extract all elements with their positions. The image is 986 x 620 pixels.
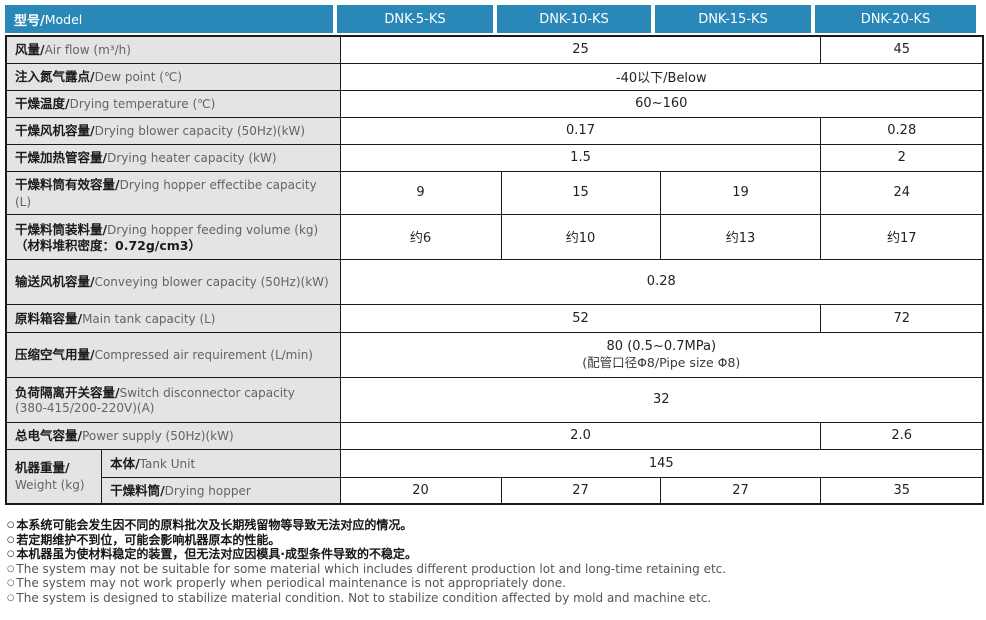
spec-value: 约6: [339, 213, 502, 260]
row-compressed-air-requirement: 压缩空气用量/Compressed air requirement (L/min…: [5, 331, 984, 378]
row-drying-heater-capacity: 干燥加热管容量/Drying heater capacity (kW) 1.5 …: [5, 143, 984, 172]
row-label: 压缩空气用量/Compressed air requirement (L/min…: [5, 331, 341, 378]
model-label-zh: 型号/: [14, 13, 45, 29]
spec-value: 2: [820, 143, 984, 172]
row-conveying-blower-capacity: 输送风机容量/Conveying blower capacity (50Hz)(…: [5, 258, 984, 305]
row-hopper-effective-capacity: 干燥料筒有效容量/Drying hopper effectibe capacit…: [5, 170, 984, 215]
circle-bullet-icon: ○: [7, 578, 15, 588]
spec-value: 32: [339, 376, 984, 423]
circle-bullet-icon: ○: [7, 549, 15, 559]
spec-value: -40以下/Below: [339, 62, 984, 91]
row-label: 注入氮气露点/Dew point (℃): [5, 62, 341, 91]
spec-value: 15: [500, 170, 661, 215]
footnotes: ○ 本系统可能会发生因不同的原料批次及长期残留物等导致无法对应的情况。 ○ 若定期维…: [5, 518, 986, 605]
weight-group-label: 机器重量/ Weight (kg): [5, 448, 103, 505]
row-label: 原料箱容量/Main tank capacity (L): [5, 303, 341, 333]
spec-value: 2.6: [820, 421, 984, 450]
row-hopper-feeding-volume: 干燥料筒装料量/Drying hopper feeding volume (kg…: [5, 213, 984, 260]
row-drying-temperature: 干燥温度/Drying temperature (℃) 60~160: [5, 89, 984, 118]
circle-bullet-icon: ○: [7, 563, 15, 574]
row-weight-tank-unit: 机器重量/ Weight (kg) 本体/Tank Unit 145: [5, 448, 984, 505]
spec-value: 20: [339, 476, 502, 505]
footnote-line: ○ 若定期维护不到位，可能会影响机器原本的性能。: [7, 532, 281, 547]
column-header-dnk-10-ks: DNK-10-KS: [497, 5, 655, 33]
spec-table: 风量/Air flow (m³/h) 25 45 注入氮气露点/Dew poin…: [5, 35, 984, 505]
model-label-en: Model: [44, 11, 83, 27]
row-label: 干燥料筒有效容量/Drying hopper effectibe capacit…: [5, 170, 341, 215]
spec-value: 60~160: [339, 89, 984, 118]
column-header-dnk-5-ks: DNK-5-KS: [337, 5, 497, 33]
row-label: 干燥料筒装料量/Drying hopper feeding volume (kg…: [5, 213, 341, 260]
row-label: 输送风机容量/Conveying blower capacity (50Hz)(…: [5, 258, 341, 305]
spec-value: 24: [820, 170, 984, 215]
row-dew-point: 注入氮气露点/Dew point (℃) -40以下/Below: [5, 62, 984, 91]
spec-value: 35: [820, 476, 984, 505]
circle-bullet-icon: ○: [7, 534, 15, 545]
circle-bullet-icon: ○: [7, 520, 15, 530]
row-label: 风量/Air flow (m³/h): [5, 35, 341, 64]
footnote-line: ○ The system is designed to stabilize mat…: [7, 590, 712, 605]
row-label: 负荷隔离开关容量/Switch disconnector capacity (3…: [5, 376, 341, 423]
circle-bullet-icon: ○: [7, 592, 15, 603]
spec-value: 25: [339, 35, 822, 64]
spec-value: 约10: [500, 213, 661, 260]
spec-value: 72: [820, 303, 984, 333]
spec-value: 52: [339, 303, 822, 333]
spec-value: 约13: [659, 213, 822, 260]
spec-value: 2.0: [339, 421, 822, 450]
spec-value: 0.28: [339, 258, 984, 305]
spec-value: 19: [659, 170, 822, 215]
row-label: 总电气容量/Power supply (50Hz)(kW): [5, 421, 341, 450]
row-label: 干燥加热管容量/Drying heater capacity (kW): [5, 143, 341, 172]
column-header-dnk-15-ks: DNK-15-KS: [655, 5, 815, 33]
footnote-line: ○ 本机器虽为使材料稳定的装置，但无法对应因模具·成型条件导致的不稳定。: [7, 547, 417, 561]
spec-value: 145: [339, 448, 984, 478]
row-label-note: (380-415/200-220V)(A): [15, 400, 155, 415]
table-header-row: 型号/Model DNK-5-KS DNK-10-KS DNK-15-KS DN…: [5, 5, 984, 33]
spec-value: 0.17: [339, 116, 822, 145]
row-air-flow: 风量/Air flow (m³/h) 25 45: [5, 35, 984, 64]
row-sublabel: 本体/Tank Unit: [101, 448, 341, 478]
model-header-cell: 型号/Model: [5, 5, 337, 33]
row-main-tank-capacity: 原料箱容量/Main tank capacity (L) 52 72: [5, 303, 984, 333]
footnote-line: ○ 本系统可能会发生因不同的原料批次及长期残留物等导致无法对应的情况。: [7, 518, 413, 532]
spec-value: 1.5: [339, 143, 822, 172]
row-sublabel: 干燥料筒/Drying hopper: [101, 476, 341, 505]
footnote-line: ○ The system may not be suitable for some…: [7, 561, 727, 576]
row-switch-disconnector-capacity: 负荷隔离开关容量/Switch disconnector capacity (3…: [5, 376, 984, 423]
spec-value-line1: 80 (0.5~0.7MPa): [606, 339, 717, 354]
spec-value: 0.28: [820, 116, 984, 145]
row-label: 干燥风机容量/Drying blower capacity (50Hz)(kW): [5, 116, 341, 145]
spec-sheet: 型号/Model DNK-5-KS DNK-10-KS DNK-15-KS DN…: [5, 5, 986, 605]
row-weight-drying-hopper: 干燥料筒/Drying hopper 20 27 27 35: [6, 476, 984, 505]
spec-value: 约17: [820, 213, 984, 260]
spec-value: 45: [820, 35, 984, 64]
row-label: 干燥温度/Drying temperature (℃): [5, 89, 341, 118]
row-label-note: （材料堆积密度：0.72g/cm3）: [15, 237, 201, 253]
row-drying-blower-capacity: 干燥风机容量/Drying blower capacity (50Hz)(kW)…: [5, 116, 984, 145]
spec-value-line2: (配管口径Φ8/Pipe size Φ8): [582, 355, 741, 370]
row-power-supply: 总电气容量/Power supply (50Hz)(kW) 2.0 2.6: [5, 421, 984, 450]
spec-value: 80 (0.5~0.7MPa) (配管口径Φ8/Pipe size Φ8): [339, 331, 984, 378]
spec-value: 27: [659, 476, 822, 505]
spec-value: 9: [339, 170, 502, 215]
spec-value: 27: [500, 476, 661, 505]
column-header-dnk-20-ks: DNK-20-KS: [815, 5, 976, 33]
footnote-line: ○ The system may not work properly when p…: [7, 576, 566, 590]
